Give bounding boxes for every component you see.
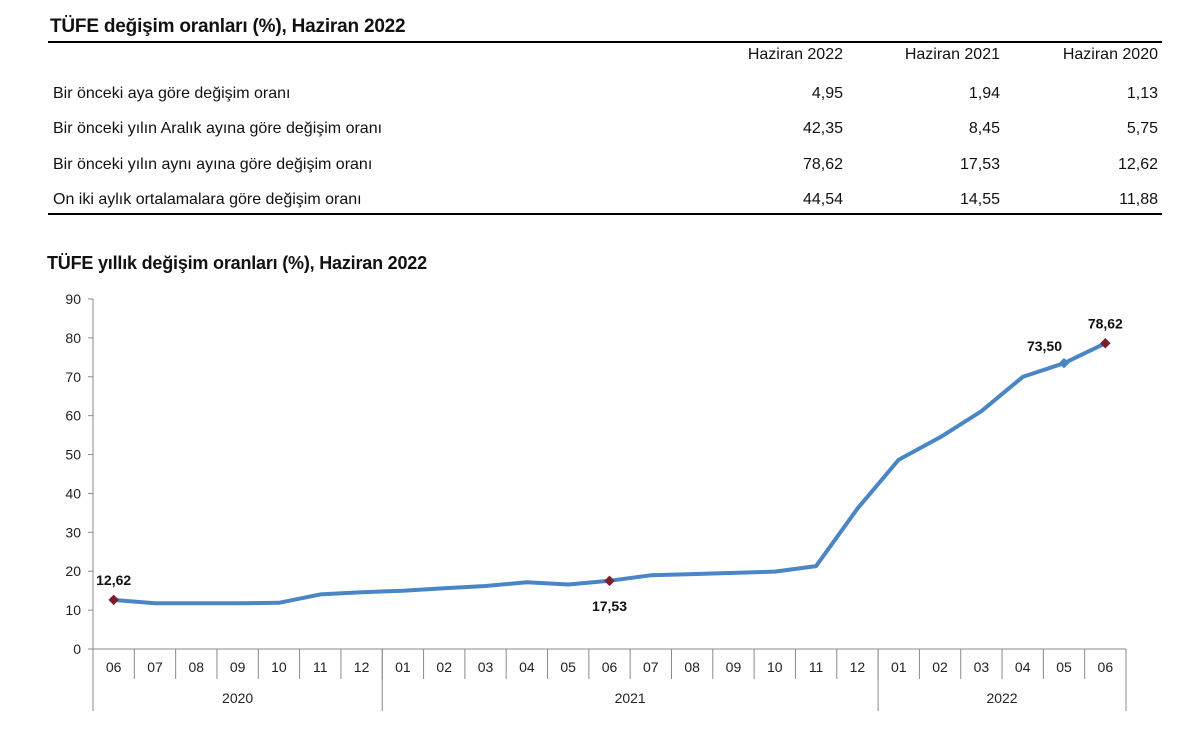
table-cell: 1,94 [968, 85, 1000, 102]
data-point-marker [1058, 357, 1070, 369]
year-group-label: 2020 [222, 690, 253, 706]
table-cell: 17,53 [959, 156, 1000, 173]
year-group-label: 2021 [615, 690, 646, 706]
x-tick-label: 09 [726, 659, 742, 675]
x-tick-label: 06 [106, 659, 122, 675]
table-cell: 1,13 [1126, 85, 1158, 102]
table-top-rule [48, 41, 1162, 43]
chart-title: TÜFE yıllık değişim oranları (%), Hazira… [47, 253, 427, 273]
year-group-label: 2022 [986, 690, 1017, 706]
x-tick-label: 03 [974, 659, 990, 675]
x-tick-label: 11 [313, 659, 328, 675]
x-tick-label: 02 [436, 659, 452, 675]
data-point-marker [1099, 337, 1111, 349]
row-label-annual: Bir önceki yılın aynı ayına göre değişim… [53, 156, 373, 173]
y-tick-label: 70 [65, 369, 81, 385]
x-tick-label: 02 [932, 659, 948, 675]
row-label-monthly: Bir önceki aya göre değişim oranı [53, 85, 291, 102]
table-cell: 4,95 [811, 85, 843, 102]
table-cell: 44,54 [802, 191, 843, 208]
table-cell: 11,88 [1119, 191, 1158, 208]
data-label: 78,62 [1088, 315, 1123, 331]
y-tick-label: 90 [65, 291, 81, 307]
table-cell: 78,62 [802, 156, 843, 173]
x-tick-label: 06 [602, 659, 618, 675]
y-tick-label: 40 [65, 485, 81, 501]
table-cell: 42,35 [802, 120, 843, 137]
data-label: 17,53 [592, 598, 627, 614]
data-point-marker [604, 575, 615, 587]
x-tick-label: 09 [230, 659, 246, 675]
y-tick-label: 50 [65, 447, 81, 463]
table-bottom-rule [48, 213, 1162, 215]
y-tick-label: 20 [65, 563, 81, 579]
table-cell: 5,75 [1126, 120, 1158, 137]
y-tick-label: 60 [65, 408, 81, 424]
data-label: 12,62 [96, 572, 131, 588]
data-point-marker [108, 594, 120, 606]
x-tick-label: 10 [767, 659, 783, 675]
x-tick-label: 01 [395, 659, 411, 675]
y-tick-label: 10 [65, 602, 81, 618]
x-tick-label: 05 [560, 659, 576, 675]
column-header-2021: Haziran 2021 [904, 46, 1000, 63]
x-tick-label: 07 [643, 659, 659, 675]
x-tick-label: 11 [809, 659, 824, 675]
column-header-2020: Haziran 2020 [1062, 46, 1158, 63]
table-cell: 14,55 [959, 191, 1000, 208]
data-label: 73,50 [1027, 338, 1062, 354]
y-tick-label: 0 [73, 641, 81, 657]
row-label-twelve-month-avg: On iki aylık ortalamalara göre değişim o… [53, 191, 362, 208]
table-cell: 12,62 [1117, 156, 1158, 173]
x-tick-label: 10 [271, 659, 287, 675]
y-tick-label: 80 [65, 330, 81, 346]
x-tick-label: 08 [189, 659, 205, 675]
x-tick-label: 04 [519, 659, 535, 675]
x-tick-label: 01 [891, 659, 907, 675]
x-tick-label: 05 [1056, 659, 1072, 675]
series-line [111, 341, 1108, 606]
x-tick-label: 08 [684, 659, 700, 675]
table-title: TÜFE değişim oranları (%), Haziran 2022 [50, 16, 406, 37]
x-tick-label: 06 [1098, 659, 1114, 675]
x-tick-label: 12 [850, 659, 866, 675]
column-header-2022: Haziran 2022 [747, 46, 843, 63]
row-label-ytd: Bir önceki yılın Aralık ayına göre değiş… [53, 120, 383, 137]
x-tick-label: 07 [147, 659, 163, 675]
table-cell: 8,45 [968, 120, 1000, 137]
x-tick-label: 04 [1015, 659, 1031, 675]
y-tick-label: 30 [65, 524, 81, 540]
x-tick-label: 12 [354, 659, 370, 675]
x-tick-label: 03 [478, 659, 494, 675]
